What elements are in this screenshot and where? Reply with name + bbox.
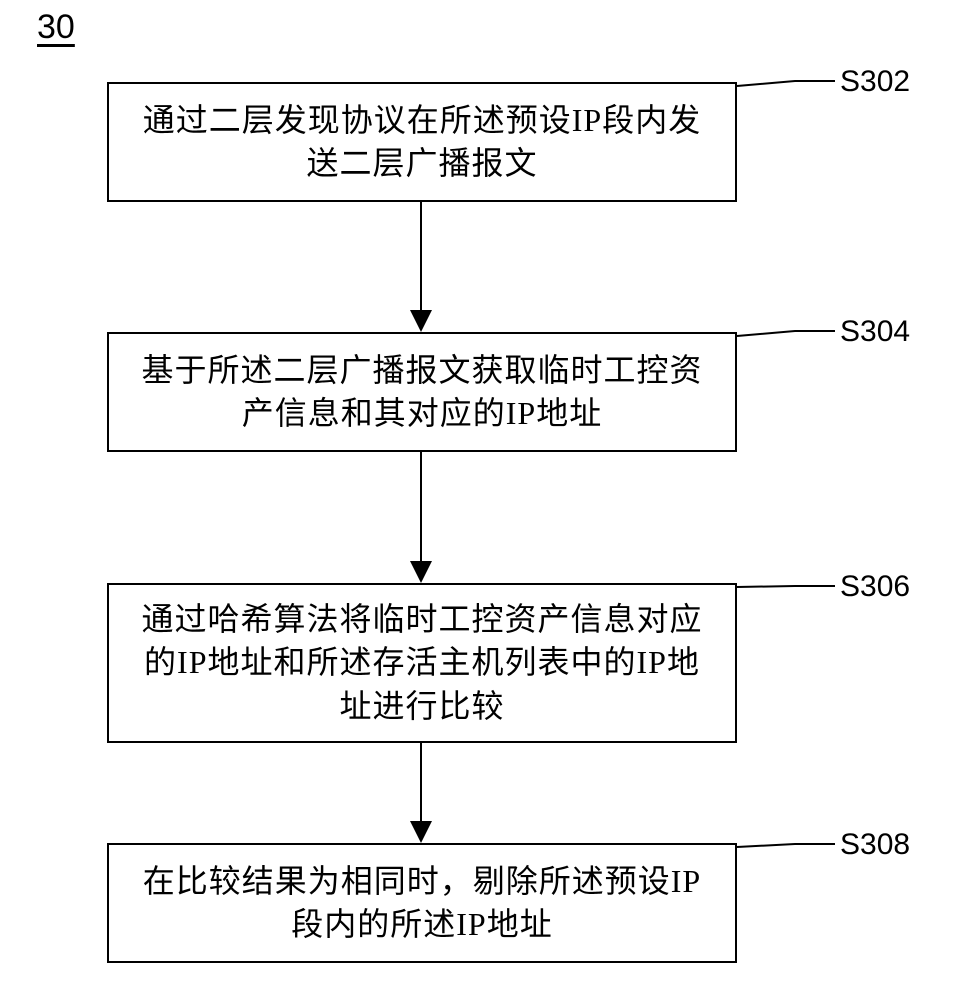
arrow-head-3 bbox=[410, 821, 432, 843]
figure-number: 30 bbox=[37, 8, 75, 47]
arrow-head-1 bbox=[410, 310, 432, 332]
arrow-line-2 bbox=[420, 452, 422, 561]
step-box-2: 基于所述二层广播报文获取临时工控资产信息和其对应的IP地址 bbox=[107, 332, 737, 452]
arrow-line-1 bbox=[420, 202, 422, 310]
step-label-1: S302 bbox=[840, 65, 910, 99]
notch-2 bbox=[735, 329, 837, 338]
step-label-3: S306 bbox=[840, 570, 910, 604]
notch-3 bbox=[735, 584, 837, 589]
arrow-line-3 bbox=[420, 743, 422, 821]
step-text-1: 通过二层发现协议在所述预设IP段内发送二层广播报文 bbox=[129, 99, 715, 185]
step-text-4: 在比较结果为相同时，剔除所述预设IP段内的所述IP地址 bbox=[129, 860, 715, 946]
step-box-3: 通过哈希算法将临时工控资产信息对应的IP地址和所述存活主机列表中的IP地址进行比… bbox=[107, 583, 737, 743]
arrow-head-2 bbox=[410, 561, 432, 583]
step-label-2: S304 bbox=[840, 315, 910, 349]
step-text-2: 基于所述二层广播报文获取临时工控资产信息和其对应的IP地址 bbox=[129, 349, 715, 435]
notch-4 bbox=[735, 842, 837, 849]
flowchart-canvas: 30 通过二层发现协议在所述预设IP段内发送二层广播报文 基于所述二层广播报文获… bbox=[0, 0, 956, 1000]
notch-1 bbox=[735, 79, 837, 88]
step-box-1: 通过二层发现协议在所述预设IP段内发送二层广播报文 bbox=[107, 82, 737, 202]
step-label-4: S308 bbox=[840, 828, 910, 862]
step-box-4: 在比较结果为相同时，剔除所述预设IP段内的所述IP地址 bbox=[107, 843, 737, 963]
step-text-3: 通过哈希算法将临时工控资产信息对应的IP地址和所述存活主机列表中的IP地址进行比… bbox=[129, 598, 715, 728]
